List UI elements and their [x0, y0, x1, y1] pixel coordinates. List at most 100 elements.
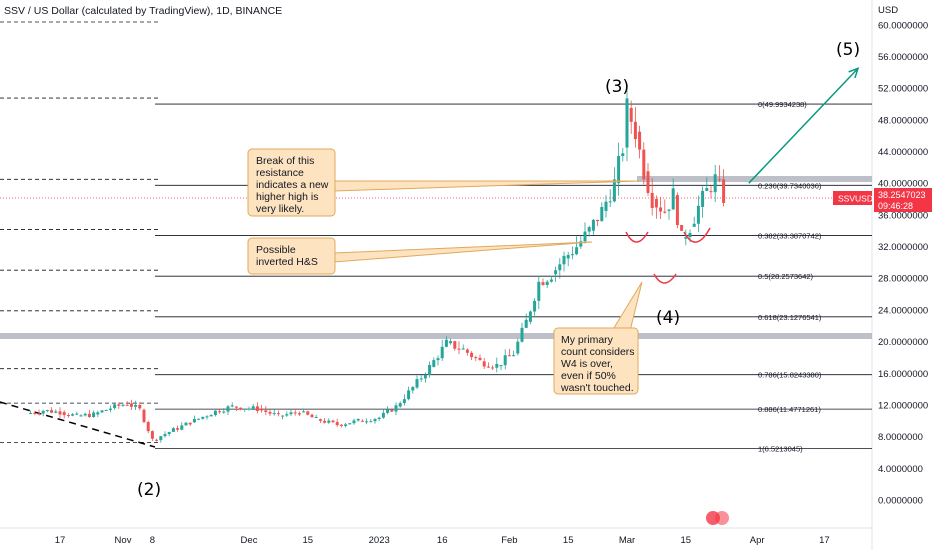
price-tick-label: 40.0000000: [878, 179, 928, 190]
candle-body: [558, 264, 562, 271]
fib-level-label: 0.618(23.1276541): [758, 313, 822, 322]
candle-body: [436, 358, 440, 361]
fib-level-label: 0.886(11.4771261): [758, 405, 821, 414]
wave-label-4[interactable]: (4): [656, 308, 680, 328]
callout-resistance-line: Break of this: [256, 155, 314, 167]
price-tick-label: 0.0000000: [878, 496, 923, 507]
callout-resistance-line: very likely.: [256, 203, 304, 215]
candle-body: [272, 413, 276, 415]
trendline[interactable]: [0, 401, 156, 448]
candle-body: [289, 412, 293, 415]
candle-body: [167, 432, 171, 435]
candle-body: [50, 410, 54, 413]
candle-body: [58, 411, 62, 415]
candle-body: [344, 424, 348, 426]
head-arc[interactable]: [653, 273, 677, 284]
candle-body: [717, 179, 721, 181]
candle-body: [503, 355, 507, 366]
candle-body: [587, 227, 591, 232]
candle-body: [373, 419, 377, 422]
candle-body: [155, 439, 159, 441]
price-axis[interactable]: USD 60.0000000 56.0000000 52.0000000 48.000…: [871, 0, 928, 550]
candle-body: [87, 413, 91, 418]
candle-body: [604, 201, 608, 211]
time-axis-ticks: 17 Nov 8 Dec 15 2023 16 Feb 15 Mar 15 Apr 17: [55, 535, 830, 546]
candle-body: [37, 413, 41, 415]
candle-body: [411, 386, 415, 391]
candle-body: [129, 403, 133, 407]
callout-w4[interactable]: My primary count considers W4 is over, e…: [553, 281, 643, 395]
badge-symbol: SSVUSD: [838, 194, 873, 204]
candle-body: [276, 413, 280, 415]
candle-body: [407, 390, 411, 400]
candle-body: [108, 408, 112, 410]
last-price-badge: SSVUSD 38.2547023 09:46:28: [833, 188, 932, 212]
time-axis[interactable]: 17 Nov 8 Dec 15 2023 16 Feb 15 Mar 15 Apr 17: [0, 527, 872, 546]
candle-body: [680, 225, 684, 231]
candle-body: [45, 410, 49, 412]
candle-body: [297, 413, 301, 415]
callout-resistance[interactable]: Break of this resistance indicates a new…: [247, 148, 640, 217]
candle-body: [520, 327, 524, 342]
price-axis-currency: USD: [878, 5, 898, 16]
candle-body: [285, 414, 289, 416]
candle-body: [390, 409, 394, 412]
candle-body: [306, 411, 310, 415]
candle-body: [663, 211, 667, 213]
candle-body: [449, 341, 453, 344]
candle-body: [381, 412, 385, 418]
candle-body: [713, 174, 717, 193]
price-tick-label: 56.0000000: [878, 52, 928, 63]
left-shoulder-arc[interactable]: [625, 231, 649, 243]
time-tick-label: 2023: [369, 535, 390, 546]
candle-body: [121, 404, 125, 406]
candle-body: [62, 412, 66, 416]
badge-time: 09:46:28: [878, 201, 913, 211]
wave-label-2[interactable]: (2): [137, 480, 161, 500]
candle-body: [621, 153, 625, 157]
candle-body: [369, 421, 373, 423]
candle-body: [331, 420, 335, 423]
candle-body: [83, 413, 87, 416]
candle-body: [134, 405, 138, 407]
right-shoulder-arc[interactable]: [683, 227, 711, 243]
candle-body: [142, 409, 146, 423]
candle-body: [176, 428, 180, 430]
candle-body: [659, 207, 663, 212]
candle-body: [545, 281, 549, 285]
candle-body: [348, 423, 352, 425]
time-tick-label: 16: [437, 535, 448, 546]
candle-body: [675, 195, 679, 226]
candle-body: [302, 411, 306, 413]
candle-body: [264, 410, 268, 412]
callout-hs[interactable]: Possible inverted H&S: [247, 237, 593, 275]
wave-label-5[interactable]: (5): [836, 40, 860, 60]
wave-label-3[interactable]: (3): [605, 77, 629, 97]
projection-arrow[interactable]: [748, 67, 860, 184]
time-tick-label: Mar: [619, 535, 635, 546]
candle-body: [33, 412, 37, 414]
time-tick-label: 17: [55, 535, 66, 546]
price-axis-ticks: 60.0000000 56.0000000 52.0000000 48.0000000…: [878, 20, 928, 506]
candle-body: [260, 408, 264, 411]
candle-body: [524, 319, 528, 328]
candle-body: [356, 418, 360, 421]
candle-body: [474, 357, 478, 359]
callout-w4-line: even if 50%: [561, 370, 616, 382]
callout-w4-line: count considers: [561, 346, 635, 358]
callout-w4-line: wasn't touched.: [560, 382, 634, 394]
candle-body: [150, 431, 154, 439]
candle-body: [180, 425, 184, 430]
time-tick-label: Feb: [501, 535, 517, 546]
candle-body: [213, 410, 217, 416]
candle-body: [478, 357, 482, 361]
candle-body: [188, 422, 192, 425]
fib-level-label: 0.382(33.3870742): [758, 232, 822, 241]
candle-body: [591, 219, 595, 231]
candle-body: [314, 416, 318, 418]
callout-resistance-line: higher high is: [256, 191, 318, 203]
candle-body: [537, 281, 541, 301]
candle-body: [650, 192, 654, 209]
